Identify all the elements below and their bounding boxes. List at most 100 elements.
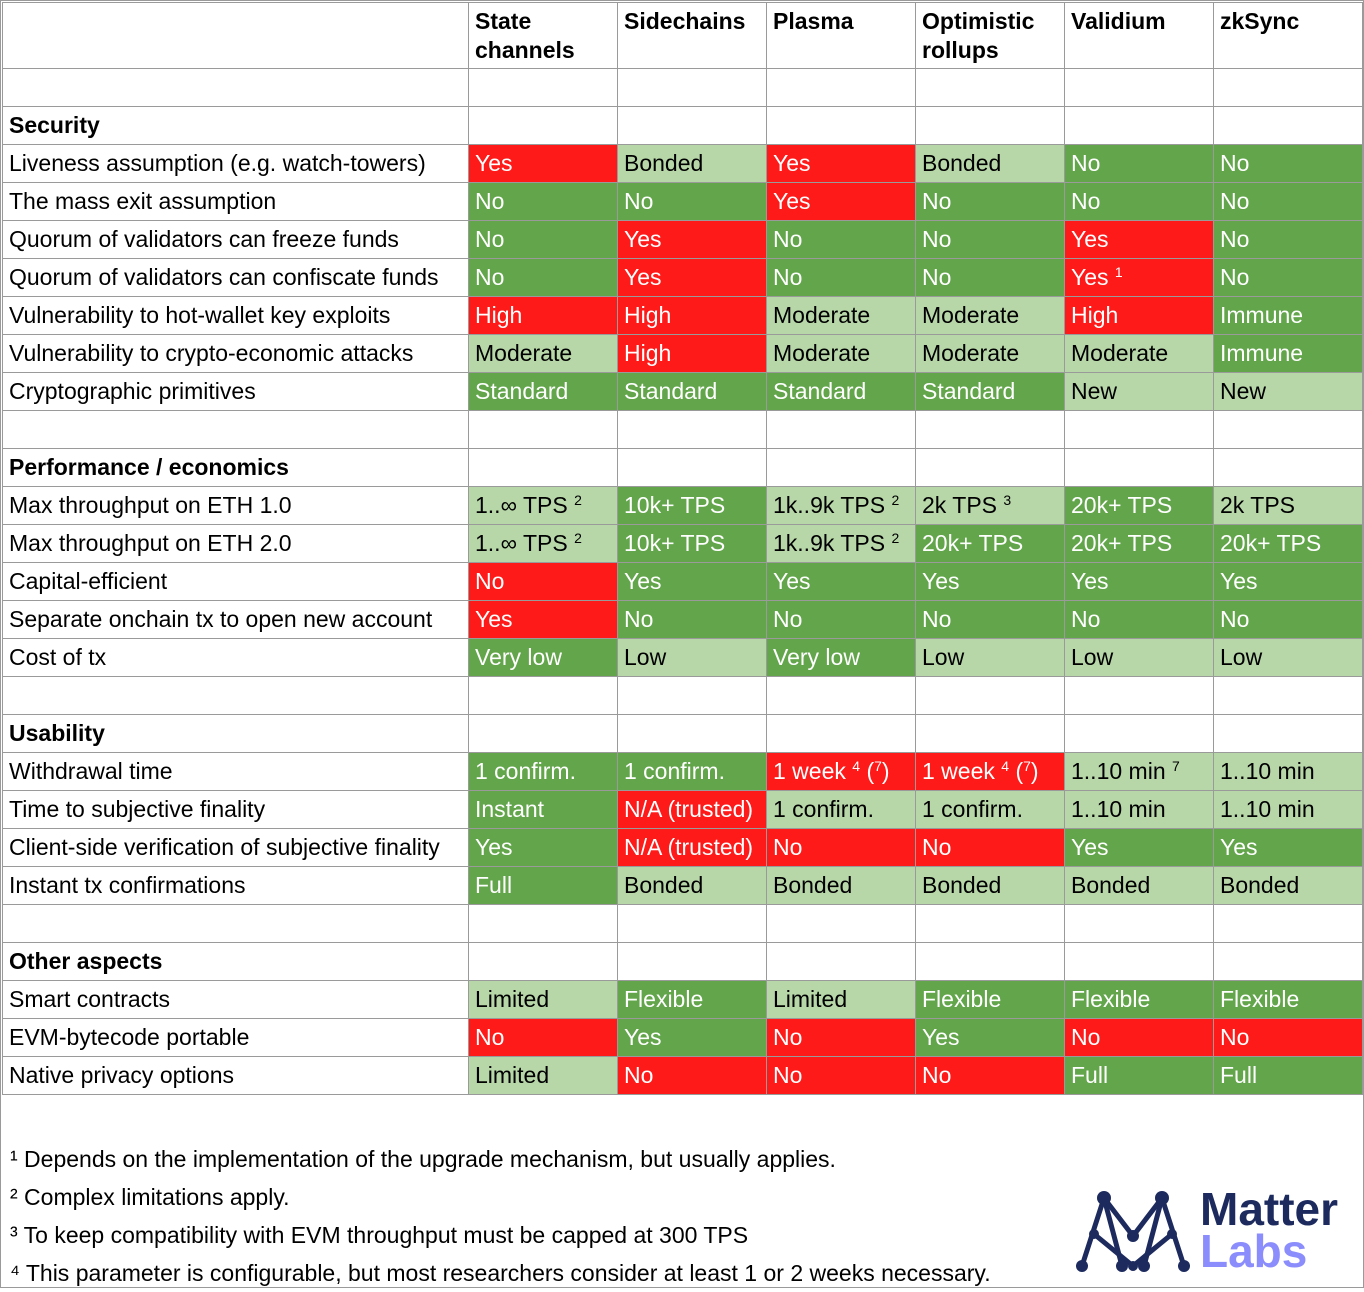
row-label: Separate onchain tx to open new account	[2, 600, 469, 639]
cell-value: New	[1220, 378, 1267, 404]
cell-value: 20k+ TPS	[1071, 530, 1173, 556]
cell-value: 1k..9k TPS	[773, 492, 886, 518]
cell-value: Low	[922, 644, 965, 670]
table-cell: 20k+ TPS	[1064, 486, 1214, 525]
table-cell: Full	[468, 866, 618, 905]
section-title: Usability	[2, 714, 469, 753]
header-cell-plasma: Plasma	[766, 2, 916, 69]
cell-value: No	[773, 606, 803, 632]
cell-value: No	[1220, 606, 1250, 632]
spacer-cell	[617, 676, 767, 715]
table-cell: No	[766, 1056, 916, 1095]
table-row: Separate onchain tx to open new account Y…	[2, 600, 1363, 639]
cell-value: Bonded	[773, 872, 853, 898]
table-cell: Bonded	[1213, 866, 1363, 905]
header-cell-zksync: zkSync	[1213, 2, 1363, 69]
footnote-marker: 7	[1023, 758, 1031, 774]
cell-value: Flexible	[1220, 986, 1300, 1012]
cell-value: 20k+ TPS	[1220, 530, 1322, 556]
cell-value: Immune	[1220, 302, 1304, 328]
header-row: State channels Sidechains Plasma Optimis…	[2, 2, 1363, 69]
table-cell: Yes	[617, 1018, 767, 1057]
footnote-marker: 7	[1172, 758, 1180, 774]
cell-value: 1k..9k TPS	[773, 530, 886, 556]
spacer-cell	[2, 676, 469, 715]
table-cell: 1..10 min	[1213, 752, 1363, 791]
table-cell: No	[468, 1018, 618, 1057]
cell-value: Yes	[475, 150, 513, 176]
footnote-marker: 3	[1003, 492, 1012, 508]
cell-value: Full	[1220, 1062, 1258, 1088]
cell-value: Yes	[922, 1024, 960, 1050]
table-cell: No	[468, 182, 618, 221]
spacer-cell	[2, 904, 469, 943]
table-cell: Full	[1213, 1056, 1363, 1095]
table-cell: Instant	[468, 790, 618, 829]
table-cell: No	[766, 258, 916, 297]
cell-value: 1..10 min	[1071, 758, 1166, 784]
table-cell: 1..10 min 7	[1064, 752, 1214, 791]
cell-value: 10k+ TPS	[624, 530, 726, 556]
spacer-cell	[766, 904, 916, 943]
cell-value: Yes	[1071, 834, 1109, 860]
table-cell: Yes 1	[1064, 258, 1214, 297]
row-label: Cost of tx	[2, 638, 469, 677]
cell-suffix: (	[1009, 758, 1024, 784]
cell-value: Moderate	[475, 340, 573, 366]
spacer-cell	[915, 676, 1065, 715]
row-label: Time to subjective finality	[2, 790, 469, 829]
cell-value: Yes	[1071, 264, 1109, 290]
table-row: The mass exit assumption No No Yes No No No	[2, 182, 1363, 221]
cell-value: Bonded	[922, 150, 1002, 176]
row-label: Liveness assumption (e.g. watch-towers)	[2, 144, 469, 183]
table-cell: No	[1213, 1018, 1363, 1057]
row-label: Max throughput on ETH 1.0	[2, 486, 469, 525]
cell-value: 1..∞ TPS	[475, 492, 568, 518]
cell-value: N/A (trusted)	[624, 796, 754, 822]
cell-value: 20k+ TPS	[922, 530, 1024, 556]
spacer-cell	[1064, 410, 1214, 449]
footnote-marker: 2	[891, 530, 900, 546]
table-cell: Very low	[766, 638, 916, 677]
cell-value: Bonded	[1071, 872, 1151, 898]
cell-value: No	[624, 606, 654, 632]
table-cell: Yes	[766, 144, 916, 183]
spacer-cell	[2, 68, 469, 107]
header-cell-optimistic-rollups: Optimistic rollups	[915, 2, 1065, 69]
table-cell: Moderate	[468, 334, 618, 373]
cell-value: N/A (trusted)	[624, 834, 754, 860]
logo-word-matter: Matter	[1200, 1183, 1339, 1235]
cell-value: Bonded	[624, 150, 704, 176]
cell-value: Very low	[773, 644, 860, 670]
footnote-marker: 1	[1114, 264, 1123, 280]
row-label: Capital-efficient	[2, 562, 469, 601]
table-cell: Standard	[766, 372, 916, 411]
table-row: Instant tx confirmations Full Bonded Bonded…	[2, 866, 1363, 905]
spacer-cell	[617, 68, 767, 107]
table-cell: No	[468, 258, 618, 297]
header-cell-corner	[2, 2, 469, 69]
cell-value: Moderate	[1071, 340, 1169, 366]
table-cell: Yes	[766, 182, 916, 221]
table-cell: Moderate	[1064, 334, 1214, 373]
row-label: Native privacy options	[2, 1056, 469, 1095]
table-cell: Limited	[468, 980, 618, 1019]
row-label: Smart contracts	[2, 980, 469, 1019]
cell-value: Limited	[475, 1062, 550, 1088]
table-row: Max throughput on ETH 1.0 1..∞ TPS 2 10k+ …	[2, 486, 1363, 525]
cell-value: Yes	[922, 568, 960, 594]
spacer-cell	[468, 904, 618, 943]
table-cell: Bonded	[766, 866, 916, 905]
cell-value: Moderate	[922, 302, 1020, 328]
table-cell: No	[617, 600, 767, 639]
table-row: Cryptographic primitives Standard Standard…	[2, 372, 1363, 411]
table-cell: Full	[1064, 1056, 1214, 1095]
table-row: Quorum of validators can confiscate fund…	[2, 258, 1363, 297]
cell-value: Standard	[624, 378, 718, 404]
table-cell: Moderate	[915, 296, 1065, 335]
footnote-marker: 2	[574, 530, 582, 546]
cell-value: No	[1220, 150, 1250, 176]
section-row: Security	[2, 106, 1363, 145]
table-row: Quorum of validators can freeze funds No Y…	[2, 220, 1363, 259]
cell-value: Moderate	[773, 302, 871, 328]
